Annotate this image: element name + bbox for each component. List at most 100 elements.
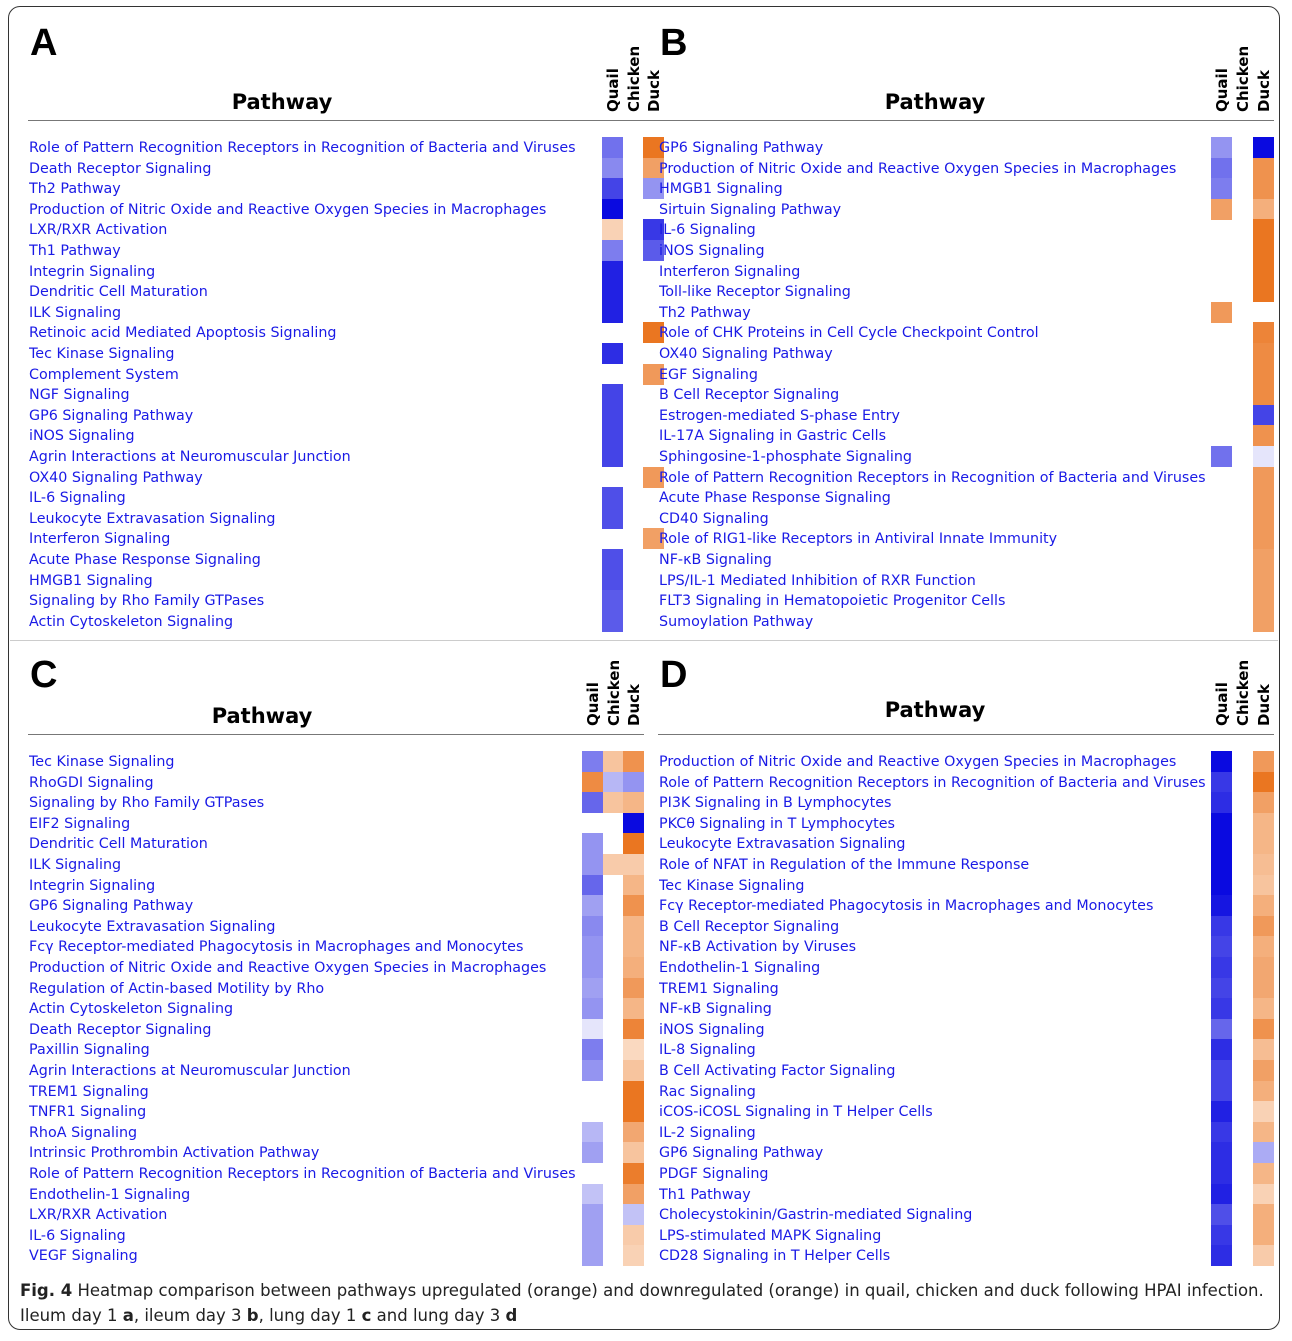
heatmap-cell-quail	[582, 1060, 603, 1082]
pathway-label: EGF Signaling	[659, 366, 758, 383]
heatmap-cell-quail	[1211, 792, 1232, 814]
header-rule	[28, 120, 664, 121]
column-label-text: Duck	[625, 684, 643, 726]
pathway-label: Production of Nitric Oxide and Reactive …	[29, 201, 547, 218]
heatmap-cell-duck	[1253, 549, 1274, 571]
heatmap-cell-duck	[1253, 466, 1274, 488]
pathway-label: Sirtuin Signaling Pathway	[659, 201, 842, 218]
pathway-label: Th2 Pathway	[659, 304, 751, 321]
heatmap-cell-quail	[582, 915, 603, 937]
pathway-label: Sumoylation Pathway	[659, 613, 814, 630]
heatmap-cell-duck	[643, 528, 664, 550]
heatmap-cell-quail	[582, 1224, 603, 1246]
pathway-label: B Cell Receptor Signaling	[659, 918, 840, 935]
pathway-label: Complement System	[29, 366, 179, 383]
heatmap-cell-quail	[602, 569, 623, 591]
heatmap-cell-duck	[623, 1183, 644, 1205]
heatmap-cell-quail	[602, 219, 623, 241]
pathway-header: Pathway	[884, 90, 986, 114]
heatmap-cell-quail	[582, 998, 603, 1020]
figure-frame	[8, 6, 1280, 1330]
heatmap-cell-quail	[1211, 854, 1232, 876]
heatmap-cell-duck	[623, 1060, 644, 1082]
pathway-label: Leukocyte Extravasation Signaling	[29, 918, 276, 935]
caption-ref-d: d	[505, 1306, 518, 1325]
pathway-label: Leukocyte Extravasation Signaling	[29, 510, 276, 527]
column-label-text: Chicken	[605, 659, 623, 726]
heatmap-cell-duck	[643, 137, 664, 159]
pathway-label: FLT3 Signaling in Hematopoietic Progenit…	[659, 593, 1006, 610]
pathway-label: iNOS Signaling	[659, 243, 765, 259]
heatmap-cell-duck	[643, 178, 664, 200]
heatmap-cell-chicken	[603, 751, 624, 773]
heatmap-cell-duck	[1253, 998, 1274, 1020]
heatmap-cell-quail	[1211, 157, 1232, 179]
heatmap-cell-quail	[1211, 1060, 1232, 1082]
heatmap-cell-quail	[582, 895, 603, 917]
heatmap-cell-duck	[623, 1163, 644, 1185]
pathway-label: LXR/RXR Activation	[29, 1207, 168, 1224]
column-label-duck: Duck	[1255, 618, 1275, 726]
heatmap-cell-quail	[602, 157, 623, 179]
heatmap-cell-quail	[602, 549, 623, 571]
heatmap-cell-duck	[1253, 792, 1274, 814]
pathway-label: VEGF Signaling	[29, 1248, 138, 1265]
heatmap-cell-duck	[623, 957, 644, 979]
pathway-label: Acute Phase Response Signaling	[29, 552, 261, 568]
pathway-label: B Cell Activating Factor Signaling	[659, 1063, 896, 1079]
heatmap-cell-duck	[623, 874, 644, 896]
heatmap-cell-quail	[1211, 301, 1232, 323]
heatmap-cell-quail	[1211, 198, 1232, 220]
heatmap-cell-duck	[1253, 569, 1274, 591]
heatmap-cell-duck	[643, 363, 664, 385]
heatmap-cell-duck	[623, 1018, 644, 1040]
heatmap-cell-quail	[602, 281, 623, 303]
heatmap-cell-duck	[1253, 487, 1274, 509]
pathway-label: Tec Kinase Signaling	[659, 877, 805, 894]
heatmap-cell-duck	[1253, 874, 1274, 896]
heatmap-cell-quail	[602, 301, 623, 323]
heatmap-cell-duck	[1253, 812, 1274, 834]
pathway-label: GP6 Signaling Pathway	[29, 407, 194, 424]
heatmap-cell-quail	[602, 178, 623, 200]
pathway-label: PKCθ Signaling in T Lymphocytes	[659, 815, 896, 832]
heatmap-cell-quail	[1211, 915, 1232, 937]
pathway-label: Leukocyte Extravasation Signaling	[659, 836, 906, 853]
heatmap-cell-quail	[582, 771, 603, 793]
row-separator	[10, 640, 1278, 641]
pathway-label: Production of Nitric Oxide and Reactive …	[29, 960, 547, 976]
column-label-duck: Duck	[625, 618, 645, 726]
heatmap-cell-duck	[1253, 404, 1274, 426]
pathway-header: Pathway	[211, 704, 313, 728]
pathway-label: Integrin Signaling	[29, 877, 156, 894]
heatmap-cell-duck	[1253, 178, 1274, 200]
heatmap-cell-quail	[602, 590, 623, 612]
heatmap-cell-quail	[1211, 751, 1232, 773]
heatmap-cell-duck	[1253, 915, 1274, 937]
heatmap-cell-quail	[1211, 1142, 1232, 1164]
pathway-label: TREM1 Signaling	[29, 1083, 149, 1100]
heatmap-cell-quail	[1211, 998, 1232, 1020]
heatmap-cell-quail	[1211, 1039, 1232, 1061]
column-label-text: Chicken	[625, 45, 643, 112]
pathway-label: GP6 Signaling Pathway	[659, 1145, 824, 1162]
heatmap-cell-quail	[1211, 874, 1232, 896]
pathway-label: Interferon Signaling	[29, 531, 171, 548]
column-label-text: Quail	[604, 68, 622, 112]
heatmap-cell-quail	[582, 1018, 603, 1040]
heatmap-cell-duck	[1253, 425, 1274, 447]
heatmap-cell-duck	[623, 1245, 644, 1267]
pathway-label: Production of Nitric Oxide and Reactive …	[659, 160, 1177, 177]
heatmap-cell-duck	[623, 1101, 644, 1123]
pathway-label: RhoA Signaling	[29, 1124, 138, 1141]
pathway-label: Actin Cytoskeleton Signaling	[29, 1001, 234, 1018]
pathway-label: Th2 Pathway	[29, 181, 121, 198]
pathway-label: Signaling by Rho Family GTPases	[29, 795, 265, 812]
heatmap-cell-duck	[623, 936, 644, 958]
heatmap-cell-quail	[1211, 936, 1232, 958]
column-label-duck: Duck	[1255, 4, 1275, 112]
caption-text-3: , lung day 1	[258, 1306, 362, 1325]
heatmap-cell-duck	[623, 833, 644, 855]
pathway-label: CD40 Signaling	[659, 510, 769, 527]
heatmap-cell-quail	[582, 1183, 603, 1205]
